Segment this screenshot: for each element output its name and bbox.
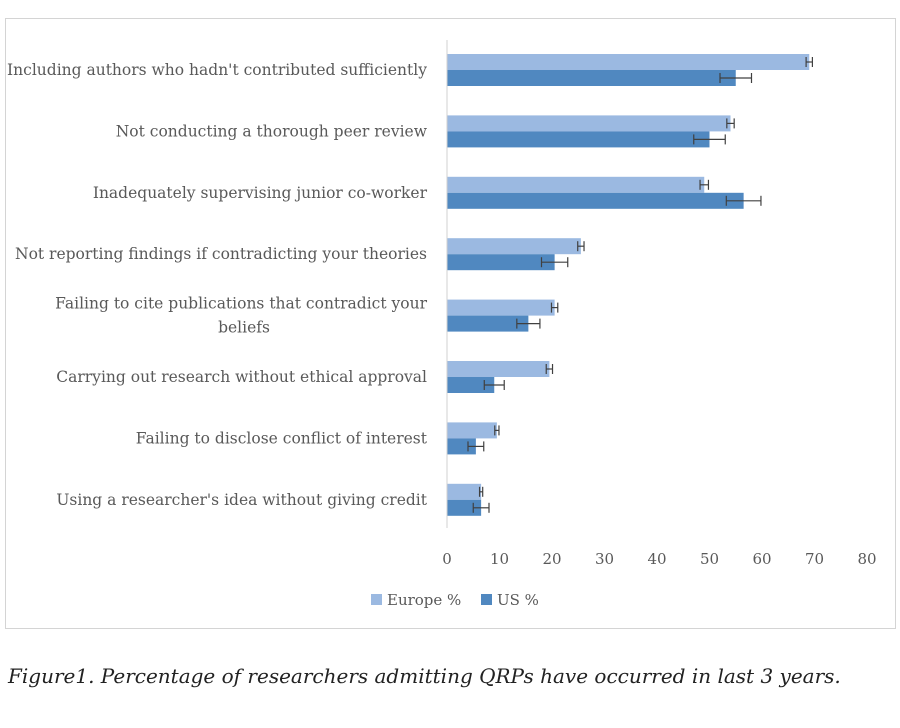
x-tick-20: 20 <box>542 550 561 568</box>
legend-swatch-europe <box>371 594 382 605</box>
category-label-0: Including authors who hadn't contributed… <box>7 61 427 79</box>
bar-us-7 <box>447 499 482 516</box>
legend: Europe % US % <box>371 591 539 609</box>
bar-us-0 <box>447 70 736 86</box>
category-label-1: Not conducting a thorough peer review <box>116 122 428 140</box>
bar-europe-5 <box>447 361 550 377</box>
x-tick-labels: 0 10 20 30 40 50 60 70 80 <box>442 550 876 568</box>
bar-europe-3 <box>447 238 581 255</box>
error-bars-group <box>467 57 814 513</box>
category-labels: Including authors who hadn't contributed… <box>7 61 428 509</box>
legend-label-us: US % <box>497 591 539 609</box>
bar-us-4 <box>447 315 529 332</box>
bar-europe-7 <box>447 483 482 500</box>
category-label-7: Using a researcher's idea without giving… <box>56 491 427 509</box>
category-label-4-line-0: Failing to cite publications that contra… <box>55 295 427 313</box>
x-tick-80: 80 <box>857 550 876 568</box>
x-tick-70: 70 <box>805 550 824 568</box>
bar-europe-1 <box>447 115 731 132</box>
legend-label-europe: Europe % <box>387 591 461 609</box>
bar-us-3 <box>447 254 555 271</box>
category-label-3: Not reporting findings if contradicting … <box>15 245 427 263</box>
x-tick-30: 30 <box>595 550 614 568</box>
x-tick-40: 40 <box>647 550 666 568</box>
x-tick-50: 50 <box>700 550 719 568</box>
bar-us-1 <box>447 131 710 148</box>
x-tick-10: 10 <box>490 550 509 568</box>
bar-europe-4 <box>447 299 555 316</box>
bar-europe-6 <box>447 422 497 439</box>
category-label-5: Carrying out research without ethical ap… <box>56 368 427 386</box>
category-label-6: Failing to disclose conflict of interest <box>136 429 428 447</box>
legend-swatch-us <box>481 594 492 605</box>
category-label-2: Inadequately supervising junior co-worke… <box>93 184 428 202</box>
x-tick-60: 60 <box>752 550 771 568</box>
x-tick-0: 0 <box>442 550 452 568</box>
bar-us-6 <box>447 438 476 455</box>
bar-chart: Including authors who hadn't contributed… <box>7 40 877 609</box>
bars-group <box>447 54 810 516</box>
bar-europe-0 <box>447 54 810 70</box>
figure-caption: Figure1. Percentage of researchers admit… <box>8 664 841 688</box>
bar-us-2 <box>447 192 744 209</box>
bar-us-5 <box>447 377 495 393</box>
bar-europe-2 <box>447 176 705 193</box>
category-label-4-line-1: beliefs <box>218 319 270 337</box>
